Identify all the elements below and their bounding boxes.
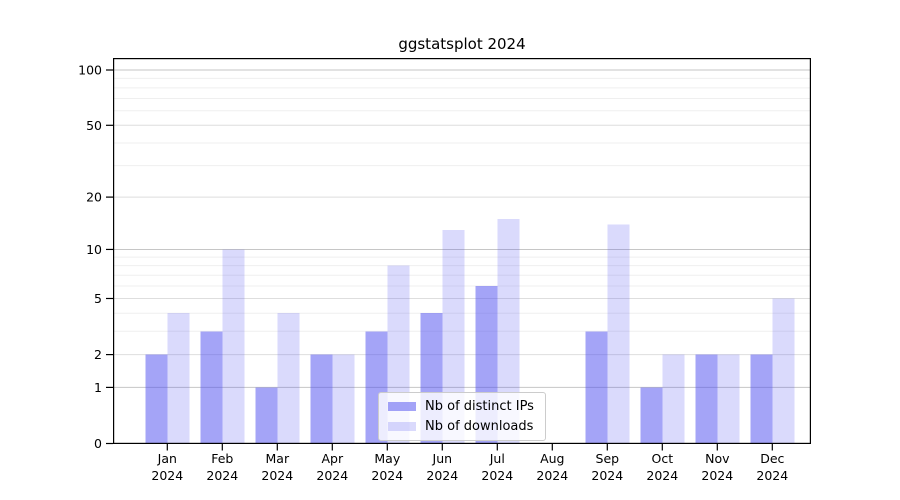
bar-downloads-Apr	[332, 354, 355, 444]
x-tick-label-month: Jun	[432, 451, 453, 466]
x-tick-label-year: 2024	[536, 468, 568, 483]
legend-swatch-distinct-ips	[388, 402, 416, 411]
x-tick-label-year: 2024	[261, 468, 293, 483]
x-tick-label-month: Apr	[321, 451, 343, 466]
y-tick-label: 100	[78, 62, 102, 77]
bar-downloads-Dec	[772, 298, 795, 444]
x-tick-label-month: Aug	[540, 451, 564, 466]
x-tick-label-month: Oct	[651, 451, 673, 466]
bar-downloads-Sep	[607, 224, 630, 444]
x-tick-label-year: 2024	[206, 468, 238, 483]
y-tick-label: 1	[94, 380, 102, 395]
y-tick-label: 5	[94, 291, 102, 306]
x-tick-label-month: Feb	[211, 451, 233, 466]
x-tick-label-year: 2024	[426, 468, 458, 483]
y-tick-label: 0	[94, 436, 102, 451]
x-tick-label-month: Jan	[157, 451, 177, 466]
bar-distinct-ips-Feb	[200, 331, 223, 444]
legend-swatch-downloads	[388, 422, 416, 431]
plot-area: 0 1 2 5 10 20 50 100 Jan 2024 Feb 2024 Mar 2024 Apr 202…	[78, 58, 811, 483]
axes-frame	[113, 58, 811, 444]
bar-downloads-Mar	[277, 313, 300, 444]
y-tick-label: 2	[94, 347, 102, 362]
x-tick-label-year: 2024	[316, 468, 348, 483]
bar-downloads-Feb	[222, 249, 245, 444]
x-tick-label-year: 2024	[151, 468, 183, 483]
bar-distinct-ips-Jan	[145, 354, 168, 444]
bar-distinct-ips-Oct	[640, 387, 663, 444]
bar-distinct-ips-Apr	[310, 354, 333, 444]
bar-downloads-Oct	[662, 354, 685, 444]
x-tick-label-month: Sep	[596, 451, 620, 466]
bar-distinct-ips-Dec	[750, 354, 773, 444]
x-tick-label-month: Jul	[489, 451, 505, 466]
x-tick-label-year: 2024	[646, 468, 678, 483]
legend: Nb of distinct IPs Nb of downloads	[378, 392, 546, 441]
legend-label-distinct-ips: Nb of distinct IPs	[425, 399, 534, 414]
x-tick-label-year: 2024	[481, 468, 513, 483]
bar-distinct-ips-Nov	[695, 354, 718, 444]
y-tick-label: 10	[86, 242, 102, 257]
bar-downloads-Jun	[442, 229, 465, 444]
legend-entry-downloads: Nb of downloads	[388, 418, 534, 435]
x-tick-label-month: May	[374, 451, 400, 466]
chart-title: ggstatsplot 2024	[398, 35, 526, 53]
x-tick-label-month: Dec	[760, 451, 784, 466]
x-tick-label-month: Mar	[266, 451, 290, 466]
y-tick-label: 50	[86, 118, 102, 133]
bar-distinct-ips-Mar	[255, 387, 278, 444]
bar-distinct-ips-Sep	[585, 331, 608, 444]
legend-label-downloads: Nb of downloads	[425, 419, 534, 434]
bar-downloads-Jul	[497, 219, 520, 444]
x-tick-label-year: 2024	[591, 468, 623, 483]
x-tick-label-year: 2024	[701, 468, 733, 483]
x-tick-label-year: 2024	[371, 468, 403, 483]
bar-downloads-Nov	[717, 354, 740, 444]
bar-downloads-Jan	[167, 313, 190, 444]
y-tick-label: 20	[86, 190, 102, 205]
x-tick-label-month: Nov	[705, 451, 730, 466]
legend-entry-distinct-ips: Nb of distinct IPs	[388, 398, 534, 415]
x-tick-label-year: 2024	[756, 468, 788, 483]
